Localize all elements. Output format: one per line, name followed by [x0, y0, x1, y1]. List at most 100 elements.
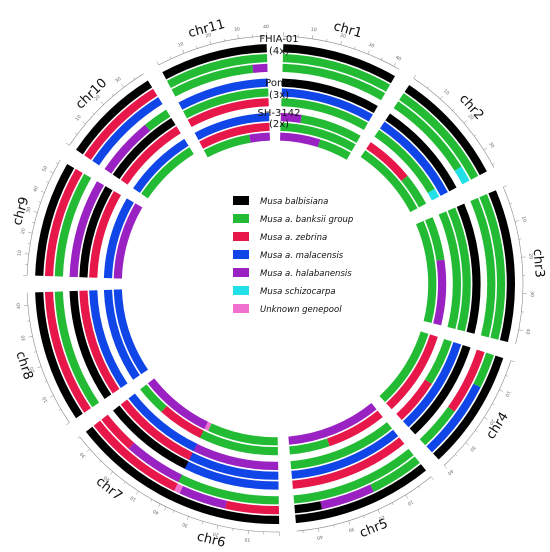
- haplotype-segment-banksii: [208, 423, 278, 446]
- haplotype-segment-banksii: [473, 352, 494, 388]
- scale-tick-label: 20: [20, 228, 27, 235]
- haplotype-segment-banksii: [293, 448, 414, 504]
- scale-tick-label: 20: [488, 418, 496, 426]
- chromosome-chr10: [76, 80, 194, 199]
- scale-tick: [65, 142, 70, 146]
- scale-tick: [223, 38, 225, 42]
- haplotype-segment-banksii: [54, 291, 100, 408]
- legend-swatch-balbisiana: [233, 196, 249, 205]
- scale-tick: [326, 38, 328, 42]
- haplotype-segment-halabanensis: [252, 63, 268, 73]
- chromosome-label: chr5: [358, 516, 391, 541]
- scale-tick: [509, 203, 513, 205]
- haplotype-segment-balbisiana: [433, 355, 504, 460]
- chromosome-label: chr6: [195, 529, 227, 551]
- haplotype-segment-banksii: [425, 217, 445, 261]
- haplotype-segment-balbisiana: [35, 164, 75, 276]
- scale-arc: [283, 35, 400, 70]
- scale-tick: [32, 221, 35, 224]
- haplotype-segment-banksii: [317, 139, 351, 160]
- haplotype-segment-banksii: [140, 384, 167, 413]
- scale-tick-label: 30: [487, 141, 495, 149]
- scale-tick: [169, 56, 172, 59]
- haplotype-segment-halabanensis: [179, 486, 227, 509]
- haplotype-segment-banksii: [393, 101, 462, 171]
- accession-label: FHIA-01: [259, 34, 298, 45]
- scale-arc: [79, 436, 167, 508]
- haplotype-segment-balbisiana: [79, 186, 113, 278]
- haplotype-segment-zebrina: [447, 349, 485, 412]
- haplotype-segment-balbisiana: [283, 44, 395, 84]
- scale-tick: [86, 448, 91, 452]
- haplotype-segment-balbisiana: [35, 292, 83, 419]
- scale-tick: [216, 525, 219, 530]
- scale-tick: [202, 521, 204, 524]
- scale-tick: [499, 389, 504, 392]
- haplotype-segment-malacensis: [281, 88, 373, 122]
- legend-swatch-unknown: [233, 304, 249, 313]
- scale-tick-label: 40: [394, 54, 402, 62]
- scale-tick-label: 40: [263, 24, 269, 30]
- scale-tick: [28, 336, 33, 338]
- chromosome-chr9: [35, 164, 143, 279]
- haplotype-segment-malacensis: [113, 289, 148, 375]
- haplotype-segment-malacensis: [103, 289, 140, 380]
- haplotype-segment-balbisiana: [456, 203, 481, 334]
- accession-labels: FHIA-01 (4x) Pome (3x) SH-3142 (2x): [258, 34, 301, 130]
- scale-arc: [296, 476, 432, 532]
- scale-tick: [405, 494, 408, 499]
- scale-tick: [135, 490, 139, 495]
- scale-arc: [158, 35, 267, 66]
- scale-arc: [26, 159, 61, 276]
- scale-tick: [391, 502, 394, 505]
- legend-label: Unknown genepool: [260, 305, 342, 315]
- scale-tick: [77, 436, 80, 439]
- scale-tick: [40, 190, 45, 193]
- legend-label: Musa a. malacensis: [260, 251, 344, 261]
- scale-tick-label: 10: [177, 41, 185, 49]
- scale-tick: [109, 471, 113, 475]
- scale-arc: [503, 186, 524, 345]
- scale-tick: [37, 366, 42, 369]
- chromosome-chr3: [416, 190, 516, 343]
- haplotype-segment-balbisiana: [294, 501, 323, 514]
- haplotype-segment-zebrina: [44, 291, 91, 413]
- scale-tick: [150, 499, 153, 502]
- scale-tick: [518, 329, 523, 331]
- scale-tick-label: 20: [378, 514, 386, 522]
- haplotype-segment-zebrina: [326, 410, 383, 447]
- scale-tick: [452, 108, 455, 111]
- scale-tick: [367, 50, 370, 55]
- haplotype-segment-malacensis: [133, 138, 189, 193]
- scale-tick: [196, 46, 198, 49]
- haplotype-segment-zebrina: [89, 191, 122, 278]
- scale-tick: [99, 460, 102, 463]
- scale-tick: [340, 40, 342, 45]
- scale-tick: [377, 509, 380, 514]
- chromosome-label: chr4: [484, 410, 512, 443]
- scale-tick: [33, 351, 37, 353]
- haplotype-segment-banksii: [300, 114, 361, 143]
- scale-tick: [92, 112, 95, 115]
- scale-tick: [28, 232, 33, 234]
- scale-tick-label: 10: [310, 27, 317, 34]
- haplotype-segment-zebrina: [292, 437, 405, 489]
- scale-arc: [26, 292, 70, 423]
- scale-tick: [44, 381, 47, 383]
- haplotype-segment-halabanensis: [184, 439, 279, 470]
- legend: Musa balbisiana Musa a. banksii group Mu…: [233, 196, 353, 315]
- haplotype-segment-balbisiana: [281, 78, 378, 114]
- scale-tick: [483, 147, 488, 151]
- scale-tick-label: 20: [212, 531, 219, 538]
- scale-tick-label: 30: [234, 26, 241, 33]
- scale-tick-label: 20: [339, 32, 346, 39]
- scale-tick: [465, 442, 469, 446]
- scale-tick-label: 20: [29, 366, 37, 374]
- chromosome-label: chr8: [12, 349, 35, 381]
- chromosome-chr5: [288, 403, 427, 524]
- accession-ploidy: (3x): [269, 90, 289, 101]
- scale-tick: [158, 503, 161, 508]
- haplotype-segment-zebrina: [44, 168, 83, 277]
- scale-tick-label: 40: [446, 468, 454, 476]
- haplotype-segment-zebrina: [199, 122, 270, 149]
